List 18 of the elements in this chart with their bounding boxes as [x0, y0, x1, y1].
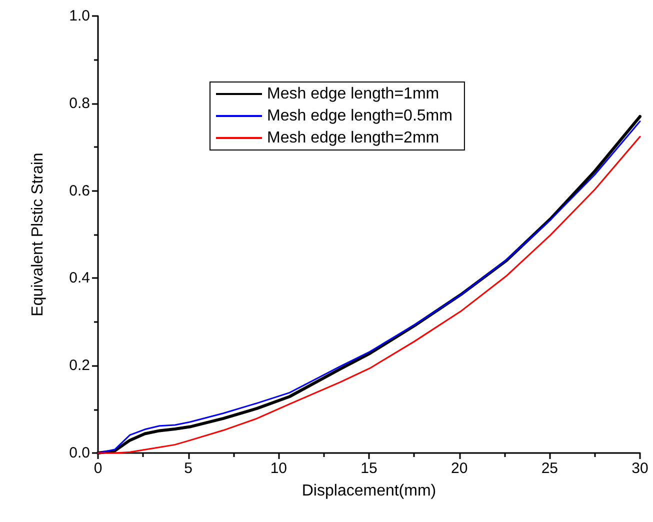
x-tick-label: 25	[541, 460, 558, 477]
x-tick-label: 15	[360, 460, 378, 477]
x-tick-label: 10	[270, 460, 288, 477]
x-tick-label: 30	[632, 460, 648, 477]
y-tick-label: 1.0	[69, 8, 90, 24]
legend-label: Mesh edge length=1mm	[267, 86, 440, 102]
y-tick-label: 0.2	[69, 357, 90, 374]
y-tick-label: 0.0	[69, 444, 90, 462]
y-tick-label: 0.8	[69, 94, 90, 112]
y-tick-label: 0.6	[69, 182, 90, 200]
legend-label: Mesh edge length=0.5mm	[267, 108, 452, 124]
y-axis-title: Equivalent Plstic Strain	[30, 152, 46, 316]
legend-label: Mesh edge length=2mm	[267, 130, 440, 146]
x-tick-label: 0	[94, 460, 102, 477]
x-tick-label: 20	[450, 460, 468, 477]
y-tick-label: 0.4	[69, 270, 90, 287]
x-axis-title: Displacement(mm)	[302, 482, 436, 500]
x-tick-label: 5	[184, 460, 193, 477]
